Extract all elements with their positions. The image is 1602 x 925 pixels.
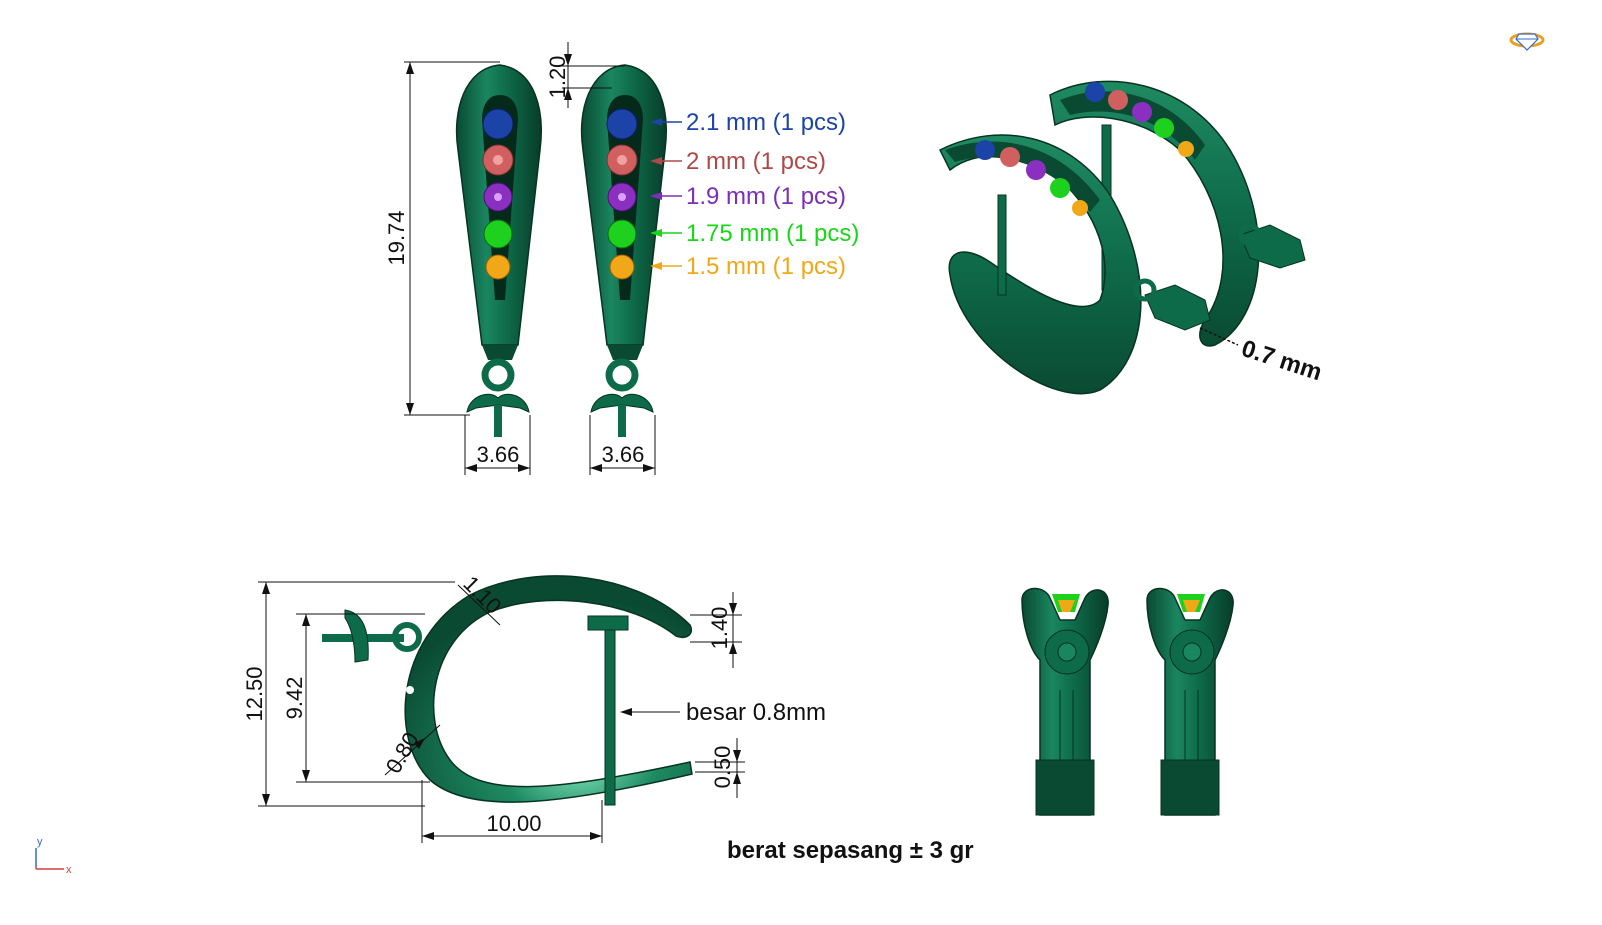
stone-4-left [483,219,513,249]
front-view-left-earring [455,64,542,437]
axis-indicator: y x [35,836,72,876]
side-width-dim: 10.00 [486,811,541,836]
stone-5-left [485,254,511,280]
perspective-view: 0.7 mm [938,80,1325,395]
jump-ring-right [605,358,639,392]
ring-logo-icon [1509,32,1545,51]
stone-label-2: 2 mm (1 pcs) [686,148,826,175]
back-view-right-earring [1146,587,1234,816]
front-view-right-earring [580,64,667,437]
axis-x-label: x [66,864,72,876]
stone-1-right [606,108,638,140]
jump-ring-left [481,358,515,392]
side-view [322,575,693,806]
front-width-dim-left: 3.66 [477,442,520,467]
stone-1-left [482,108,514,140]
stone-label-5: 1.5 mm (1 pcs) [686,253,846,280]
wire-dim-label: 0.7 mm [1238,335,1325,386]
side-height-dim: 12.50 [242,666,267,721]
axis-y-label: y [37,836,43,848]
side-tip-thickness-dim: 1.40 [707,607,732,650]
front-top-gap-dim: 1.20 [545,56,570,99]
stone-label-4: 1.75 mm (1 pcs) [686,220,859,247]
front-height-dim: 19.74 [384,210,409,265]
stone-5-right [609,254,635,280]
side-inner-height-dim: 9.42 [282,677,307,720]
stone-callouts: 2.1 mm (1 pcs) 2 mm (1 pcs) 1.9 mm (1 pc… [650,109,859,280]
stone-label-1: 2.1 mm (1 pcs) [686,109,846,136]
stone-4-right [607,219,637,249]
post-label: besar 0.8mm [686,699,826,726]
side-lower-tip-dim: 0.50 [710,746,735,789]
weight-note: berat sepasang ± 3 gr [727,837,974,864]
back-view-left-earring [1021,587,1109,816]
front-view-dimensions: 19.74 1.20 3.66 3.66 [384,42,656,475]
front-width-dim-right: 3.66 [602,442,645,467]
side-view-dimensions: 12.50 9.42 1.10 1.40 0.80 0.50 10.00 bes [242,571,826,843]
stone-label-3: 1.9 mm (1 pcs) [686,183,846,210]
